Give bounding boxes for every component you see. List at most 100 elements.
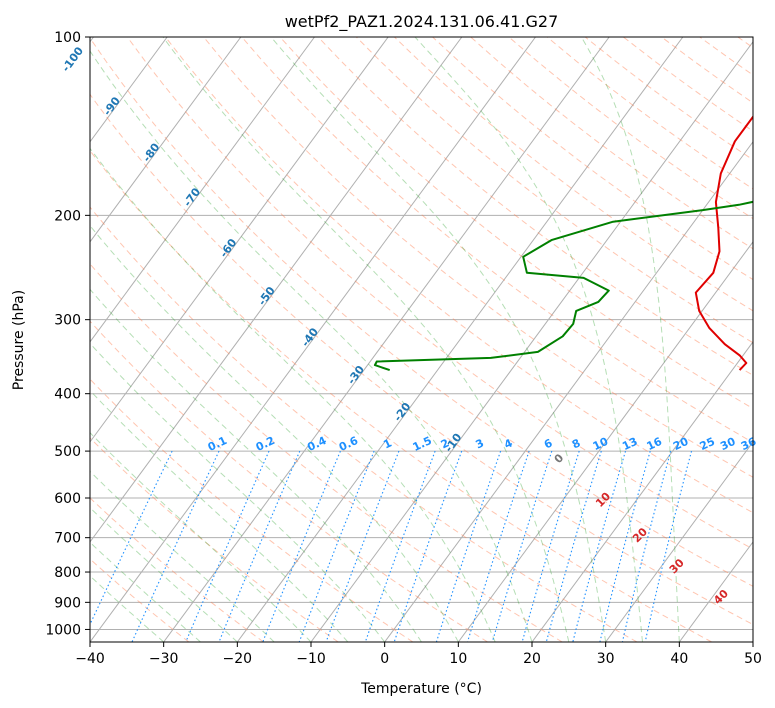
moist-adiabat-label: 20	[630, 525, 650, 545]
x-tick-label: −10	[296, 651, 326, 667]
isotherm-line	[384, 140, 753, 642]
y-tick-label: 1000	[45, 622, 81, 638]
y-tick-label: 500	[54, 444, 81, 460]
x-tick-label: 10	[449, 651, 467, 667]
dry-adiabat-line	[126, 37, 753, 550]
moist-adiabat-line	[90, 506, 238, 642]
mixing-ratio-line	[621, 450, 672, 642]
moist-adiabat-line	[270, 37, 607, 642]
mixing-ratio-label: 6	[542, 436, 555, 451]
moist-adiabat-label: 10	[593, 490, 613, 510]
isotherm-label: -50	[256, 284, 278, 308]
x-tick-label: 50	[744, 651, 762, 667]
isotherm-label: -30	[345, 363, 367, 387]
moist-adiabat-line	[90, 224, 459, 642]
x-tick-label: −30	[149, 651, 179, 667]
dry-adiabat-line	[355, 37, 753, 344]
mixing-ratio-line	[185, 450, 270, 642]
isotherm-line	[752, 641, 753, 642]
dry-adiabat-line	[737, 37, 753, 49]
moist-adiabat-line	[162, 37, 570, 642]
x-tick-label: 40	[670, 651, 688, 667]
isotherm-label: -60	[217, 236, 239, 260]
dry-adiabat-line	[90, 263, 563, 642]
isotherm-line	[457, 241, 753, 642]
y-tick-label: 200	[54, 208, 81, 224]
dry-adiabat-line	[90, 93, 753, 626]
mixing-ratio-line	[435, 450, 502, 642]
isotherm-label: -80	[140, 140, 162, 164]
mixing-ratio-line	[90, 450, 173, 626]
isotherm-line	[605, 441, 753, 642]
isotherm-line	[163, 37, 610, 642]
dry-adiabat-line	[470, 37, 753, 250]
mixing-ratio-label: 30	[718, 435, 738, 453]
mixing-ratio-line	[545, 450, 602, 642]
dry-adiabat-line	[90, 497, 264, 642]
moist-adiabat-line	[90, 431, 312, 642]
isotherm-label: -20	[391, 400, 413, 424]
dry-adiabat-line	[90, 378, 414, 642]
moist-adiabat-line	[90, 288, 422, 642]
dry-adiabat-line	[279, 37, 753, 410]
mixing-ratio-line	[131, 450, 220, 642]
isotherm-line	[310, 40, 753, 642]
mixing-ratio-line	[572, 450, 627, 642]
y-tick-label: 400	[54, 387, 81, 403]
mixing-ratio-line	[393, 450, 463, 642]
dry-adiabat-line	[699, 37, 753, 76]
moist-adiabat-line	[90, 389, 349, 642]
dry-adiabat-line	[432, 37, 753, 281]
moist-adiabat-label: 0	[552, 451, 567, 466]
isotherm-line	[90, 37, 463, 543]
mixing-ratio-line	[599, 450, 651, 642]
y-axis-label: Pressure (hPa)	[11, 290, 27, 390]
moist-adiabat-line	[90, 470, 275, 642]
mixing-ratio-label: 1	[381, 436, 393, 451]
dry-adiabat-line	[165, 37, 753, 514]
dry-adiabat-line	[90, 37, 753, 587]
moist-adiabat-line	[90, 342, 386, 642]
mixing-ratio-line	[364, 450, 436, 642]
mixing-ratio-label: 8	[570, 436, 582, 451]
moist-adiabat-line	[580, 37, 680, 642]
moist-adiabat-label: 30	[667, 556, 687, 576]
y-tick-label: 700	[54, 531, 81, 547]
isotherm-line	[90, 37, 389, 443]
mixing-ratio-label: 4	[502, 436, 515, 451]
moist-adiabat-line	[90, 50, 533, 642]
y-tick-label: 300	[54, 313, 81, 329]
x-axis-label: Temperature (°C)	[360, 681, 482, 697]
mixing-ratio-line	[262, 450, 341, 642]
x-tick-label: 20	[523, 651, 541, 667]
dry-adiabat-line	[90, 206, 638, 642]
mixing-ratio-line	[466, 450, 530, 642]
dry-adiabat-line	[90, 320, 488, 642]
isotherm-label: -40	[299, 325, 321, 349]
plot-frame	[89, 36, 754, 643]
x-tick-label: 30	[597, 651, 615, 667]
mixing-ratio-label: 16	[645, 435, 665, 453]
moist-adiabat-line	[90, 147, 496, 642]
dewpoint-profile-line	[373, 200, 753, 372]
mixing-ratio-label: 25	[698, 435, 717, 453]
y-tick-label: 100	[54, 30, 81, 46]
mixing-ratio-line	[644, 450, 693, 642]
isotherm-line	[90, 37, 536, 642]
mixing-ratio-line	[218, 450, 301, 642]
dry-adiabat-line	[546, 37, 753, 190]
mixing-ratio-line	[521, 450, 580, 642]
dry-adiabat-line	[317, 37, 753, 376]
isotherm-label: -70	[181, 185, 203, 209]
x-tick-label: 0	[380, 651, 389, 667]
isotherm-line	[90, 37, 242, 243]
moist-adiabat-line	[90, 541, 201, 642]
mixing-ratio-label: 20	[671, 435, 691, 453]
y-tick-label: 900	[54, 595, 81, 611]
dry-adiabat-line	[90, 149, 712, 642]
y-tick-label: 800	[54, 565, 81, 581]
mixing-ratio-label: 13	[620, 435, 639, 453]
dry-adiabat-line	[623, 37, 753, 132]
chart-title: wetPf2_PAZ1.2024.131.06.41.G27	[285, 12, 559, 32]
